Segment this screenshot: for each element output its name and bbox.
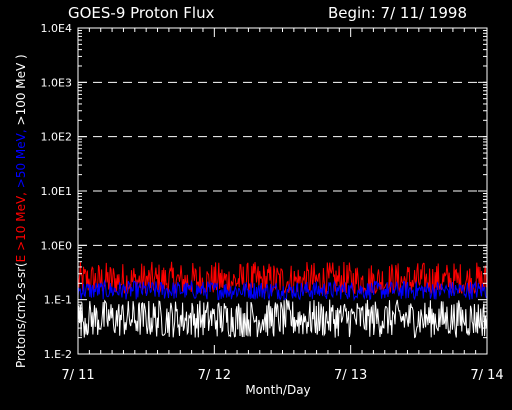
y-tick-label: 1.0E4 [41,22,72,35]
y-axis-label-part-3: >50 MeV, [14,129,28,192]
begin-date: Begin: 7/ 11/ 1998 [328,4,467,22]
series-layer [77,261,488,339]
y-tick-label: 1.0E1 [41,185,72,198]
y-axis-label: Protons/cm2-s-sr(E >10 MeV, >50 MeV, >10… [14,54,28,368]
x-axis-label: Month/Day [245,383,310,397]
x-tick-label: 7/ 14 [470,368,503,383]
series-line-2 [77,279,488,302]
x-tick-label: 7/ 13 [334,368,367,383]
series-line-1 [77,261,488,296]
y-tick-label: 1.0E2 [41,131,72,144]
series-line-3 [77,298,488,339]
y-axis-label-part-1: Protons/cm2-s-sr( [14,262,28,368]
x-tick-label: 7/ 12 [198,368,231,383]
y-axis-label-part-2: E >10 MeV, [14,192,28,262]
chart-title: GOES-9 Proton Flux [68,4,215,22]
x-tick-label: 7/ 11 [61,368,94,383]
y-tick-label: 1.0E3 [41,76,72,89]
y-axis-label-part-4: >100 MeV ) [14,54,28,129]
y-tick-label: 1.E-1 [44,294,72,307]
y-tick-label: 1.E-2 [44,348,72,361]
y-tick-label: 1.0E0 [41,239,72,252]
grid-layer [78,81,487,246]
axis-layer: 1.E-2 1.E-1 1.0E0 1.0E1 1.0E2 1.0E3 1.0E4 7/ 11… [41,22,504,383]
